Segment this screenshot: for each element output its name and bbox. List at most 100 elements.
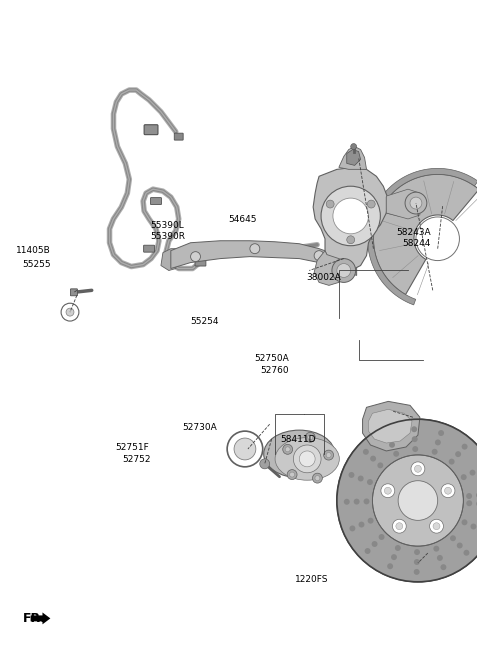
Polygon shape	[161, 249, 176, 271]
Text: 11405B: 11405B	[16, 246, 51, 255]
Circle shape	[393, 451, 399, 457]
Circle shape	[411, 462, 425, 476]
Circle shape	[351, 144, 357, 150]
Circle shape	[289, 472, 295, 477]
Circle shape	[66, 308, 74, 316]
Circle shape	[476, 501, 480, 507]
Text: 55254: 55254	[190, 317, 219, 327]
Circle shape	[414, 569, 420, 575]
Text: 1220FS: 1220FS	[295, 575, 328, 584]
Circle shape	[469, 470, 476, 476]
FancyBboxPatch shape	[174, 133, 183, 140]
Circle shape	[466, 500, 472, 506]
Circle shape	[435, 440, 441, 445]
Circle shape	[370, 456, 376, 462]
Text: 38002A: 38002A	[306, 273, 341, 283]
FancyBboxPatch shape	[71, 289, 77, 296]
Circle shape	[416, 217, 459, 261]
Circle shape	[332, 259, 356, 283]
Circle shape	[337, 263, 351, 277]
Circle shape	[414, 559, 420, 565]
Circle shape	[385, 433, 391, 439]
Circle shape	[444, 487, 452, 494]
Circle shape	[457, 543, 463, 549]
Circle shape	[450, 535, 456, 541]
Circle shape	[449, 459, 455, 464]
Circle shape	[396, 523, 403, 530]
Circle shape	[389, 442, 395, 448]
Polygon shape	[314, 251, 347, 285]
Polygon shape	[347, 150, 360, 166]
Circle shape	[384, 487, 391, 494]
Polygon shape	[31, 612, 50, 624]
Circle shape	[464, 550, 469, 556]
Text: 52751F: 52751F	[116, 443, 149, 452]
FancyBboxPatch shape	[144, 245, 155, 252]
Circle shape	[250, 244, 260, 254]
Circle shape	[433, 546, 439, 552]
Polygon shape	[369, 409, 412, 443]
Ellipse shape	[264, 430, 335, 478]
Circle shape	[437, 555, 443, 561]
Circle shape	[321, 186, 380, 246]
FancyBboxPatch shape	[151, 198, 161, 204]
Circle shape	[365, 548, 371, 554]
Circle shape	[466, 493, 472, 499]
Circle shape	[398, 481, 438, 520]
Circle shape	[337, 419, 480, 582]
FancyBboxPatch shape	[144, 125, 158, 135]
Circle shape	[372, 541, 378, 547]
Circle shape	[287, 470, 297, 480]
Circle shape	[358, 476, 364, 482]
Ellipse shape	[275, 438, 339, 480]
Circle shape	[354, 499, 360, 505]
Circle shape	[381, 484, 395, 497]
Circle shape	[347, 236, 355, 244]
Circle shape	[61, 304, 79, 321]
Circle shape	[438, 430, 444, 436]
Circle shape	[333, 198, 369, 234]
Polygon shape	[368, 168, 478, 305]
Circle shape	[479, 465, 480, 471]
Circle shape	[368, 518, 373, 524]
Circle shape	[326, 200, 334, 208]
Polygon shape	[386, 191, 414, 216]
Polygon shape	[313, 168, 388, 271]
Circle shape	[234, 438, 256, 460]
Circle shape	[461, 474, 467, 480]
Text: 52750A: 52750A	[254, 354, 289, 363]
Wedge shape	[337, 419, 480, 582]
Circle shape	[293, 445, 321, 473]
Polygon shape	[373, 174, 479, 294]
Circle shape	[414, 465, 421, 472]
Circle shape	[393, 519, 406, 533]
Circle shape	[363, 449, 369, 455]
Circle shape	[387, 563, 393, 569]
Circle shape	[395, 545, 401, 551]
Circle shape	[367, 479, 373, 485]
Circle shape	[412, 436, 418, 442]
Circle shape	[305, 432, 315, 442]
Circle shape	[377, 463, 384, 468]
Text: 52752: 52752	[122, 455, 151, 464]
Circle shape	[285, 447, 290, 452]
Text: 58411D: 58411D	[280, 435, 316, 443]
Text: 54645: 54645	[228, 215, 257, 224]
Circle shape	[227, 431, 263, 467]
Circle shape	[470, 524, 477, 530]
Circle shape	[312, 473, 323, 483]
Circle shape	[363, 499, 370, 505]
Circle shape	[391, 554, 397, 560]
Circle shape	[476, 492, 480, 498]
Circle shape	[432, 449, 438, 455]
Circle shape	[462, 519, 468, 526]
Polygon shape	[171, 240, 357, 275]
Circle shape	[462, 443, 468, 449]
Text: 55390L: 55390L	[150, 221, 184, 230]
Circle shape	[191, 252, 201, 261]
Text: 55390R: 55390R	[150, 232, 185, 241]
Circle shape	[348, 472, 354, 478]
Circle shape	[455, 451, 461, 457]
Circle shape	[324, 450, 334, 460]
Circle shape	[326, 453, 331, 457]
